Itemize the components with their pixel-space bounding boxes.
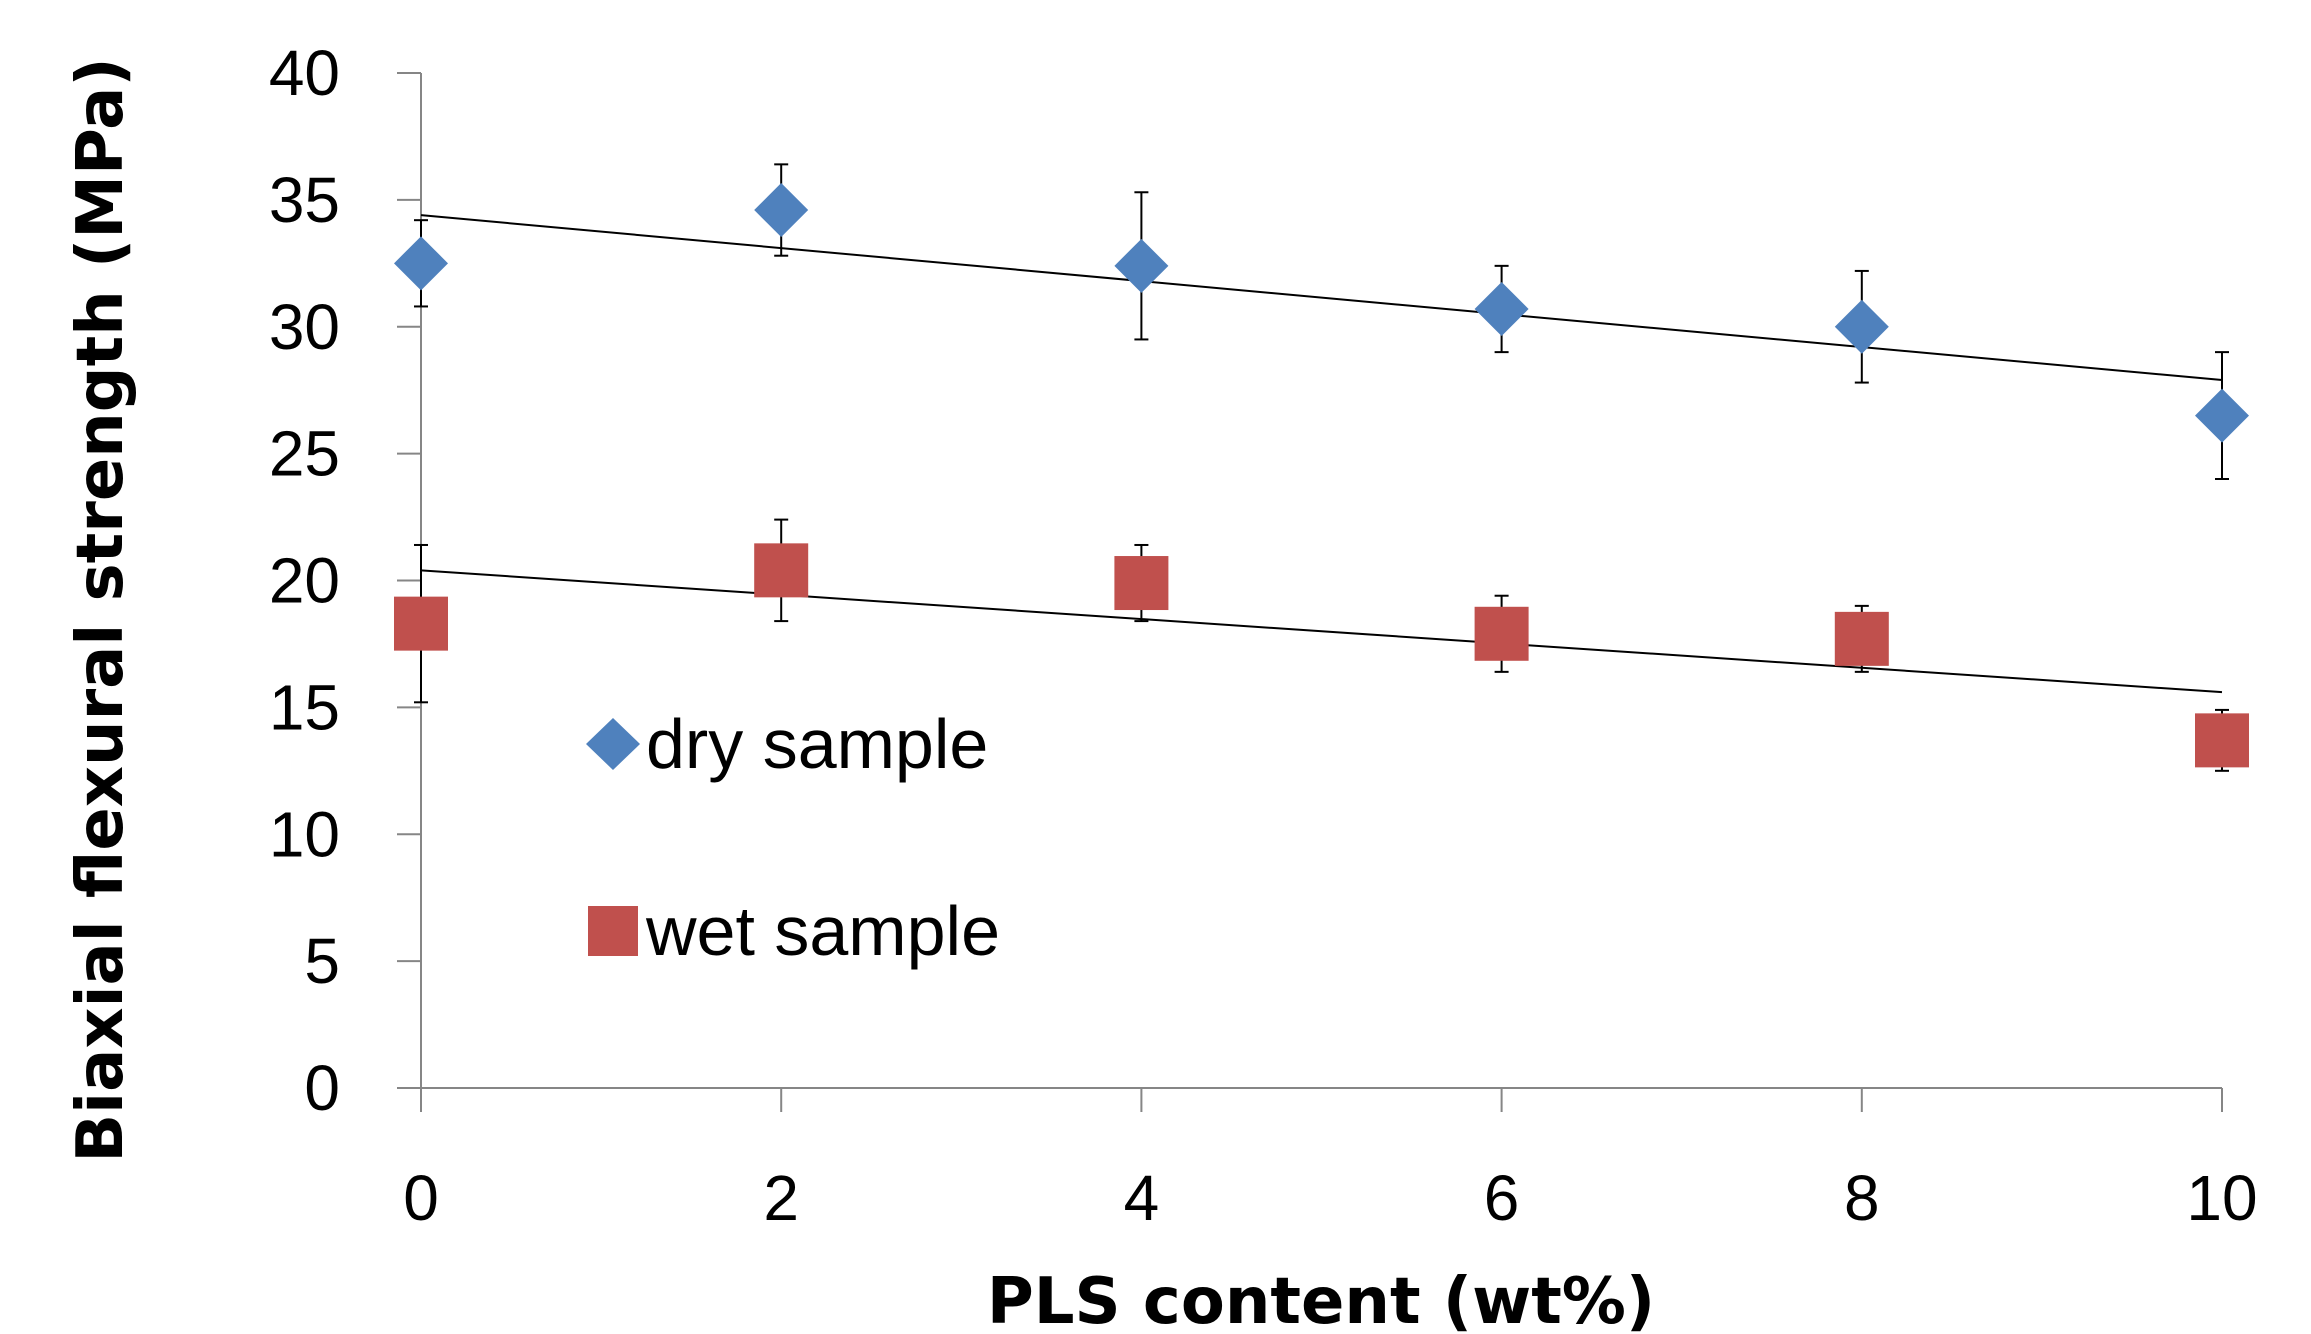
y-tick-label: 30 bbox=[269, 291, 340, 363]
legend-label-wet: wet sample bbox=[645, 892, 1000, 970]
trendline-wet bbox=[420, 569, 2223, 694]
data-point-wet bbox=[394, 596, 448, 651]
y-tick-label: 0 bbox=[304, 1052, 340, 1124]
x-tick-label: 6 bbox=[1484, 1162, 1520, 1234]
data-point-dry bbox=[1474, 281, 1529, 336]
data-point-dry bbox=[1834, 299, 1889, 354]
legend-item-wet: wet sample bbox=[588, 892, 1000, 970]
y-ticks: 0 5 10 15 20 25 30 35 40 bbox=[269, 37, 421, 1124]
error-bars bbox=[414, 163, 2229, 772]
data-point-dry bbox=[2195, 388, 2249, 443]
data-point-wet bbox=[754, 543, 809, 598]
y-axis-title: Biaxial flexural strength (MPa) bbox=[64, 57, 138, 1162]
legend: dry sample wet sample bbox=[586, 705, 1000, 970]
x-tick-label: 2 bbox=[763, 1162, 799, 1234]
data-point-wet bbox=[2195, 713, 2249, 768]
legend-diamond-icon bbox=[586, 718, 640, 770]
legend-item-dry: dry sample bbox=[586, 705, 988, 783]
y-tick-label: 20 bbox=[269, 545, 340, 617]
data-point-wet bbox=[1834, 611, 1889, 666]
x-ticks: 0 2 4 6 8 10 bbox=[403, 1088, 2258, 1234]
y-tick-label: 10 bbox=[269, 798, 340, 870]
x-tick-label: 0 bbox=[403, 1162, 439, 1234]
x-tick-label: 8 bbox=[1844, 1162, 1880, 1234]
y-tick-label: 40 bbox=[269, 37, 340, 109]
x-axis-title: PLS content (wt%) bbox=[987, 1265, 1655, 1334]
data-point-wet bbox=[1114, 556, 1169, 611]
legend-label-dry: dry sample bbox=[646, 705, 988, 783]
data-point-wet bbox=[1474, 606, 1529, 661]
data-point-dry bbox=[1114, 238, 1169, 293]
trendlines bbox=[420, 214, 2223, 694]
data-point-dry bbox=[754, 183, 809, 238]
y-tick-label: 5 bbox=[304, 925, 340, 997]
y-tick-label: 35 bbox=[269, 164, 340, 236]
y-tick-label: 25 bbox=[269, 418, 340, 490]
trendline-dry bbox=[420, 214, 2223, 382]
legend-square-icon bbox=[588, 906, 638, 956]
markers bbox=[394, 183, 2249, 768]
x-tick-label: 4 bbox=[1124, 1162, 1160, 1234]
x-tick-label: 10 bbox=[2186, 1162, 2257, 1234]
data-point-dry bbox=[394, 236, 448, 291]
y-tick-label: 15 bbox=[269, 671, 340, 743]
